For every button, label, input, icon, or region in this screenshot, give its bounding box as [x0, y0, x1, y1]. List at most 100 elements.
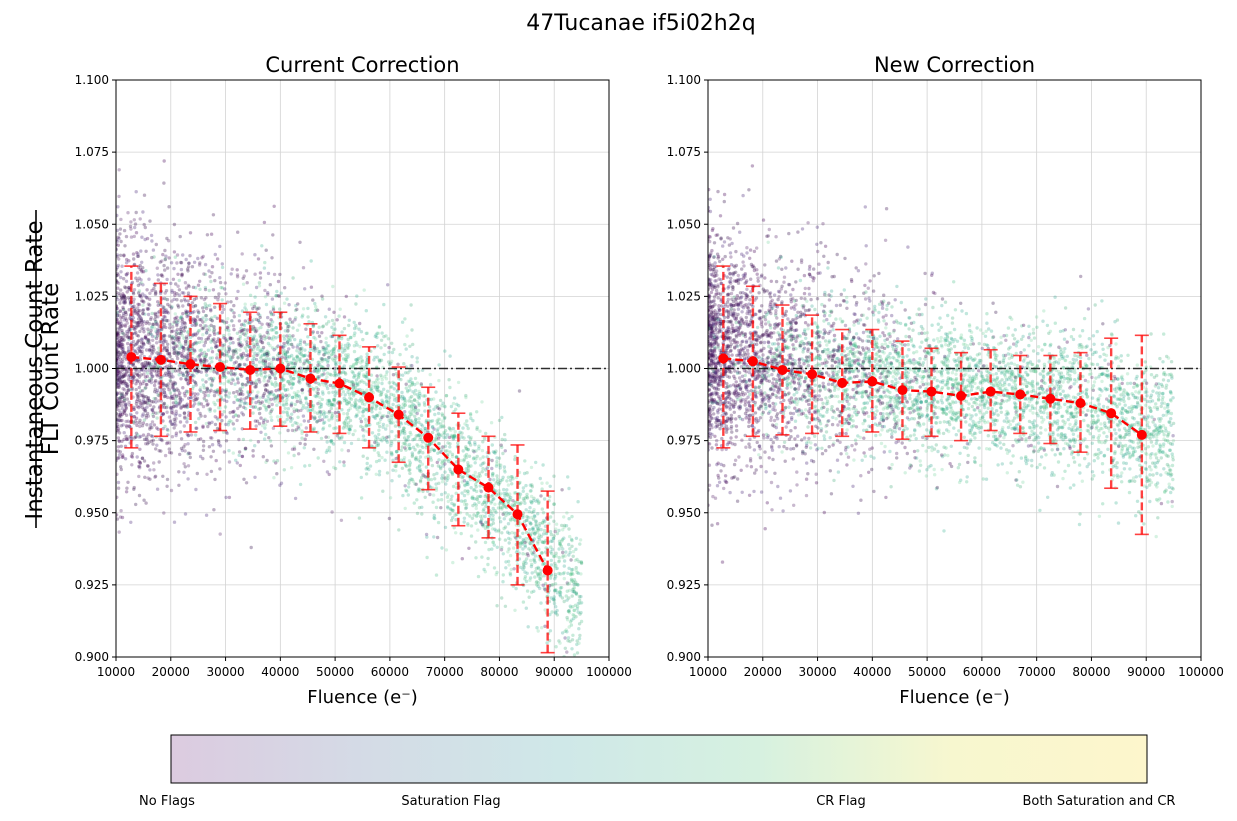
scatter-point	[135, 400, 138, 403]
scatter-point	[332, 466, 335, 469]
scatter-point	[135, 190, 138, 193]
scatter-point	[329, 440, 332, 443]
scatter-point	[409, 303, 412, 306]
y-axis-label: Instantaneous Count Rate FLT Count Rate	[22, 210, 64, 528]
scatter-point	[298, 381, 301, 384]
scatter-point	[168, 441, 171, 444]
scatter-point	[346, 415, 349, 418]
scatter-point	[382, 423, 385, 426]
scatter-point	[156, 273, 159, 276]
scatter-point	[514, 501, 517, 504]
scatter-point	[528, 579, 531, 582]
scatter-point	[429, 383, 432, 386]
scatter-point	[115, 370, 118, 373]
scatter-point	[212, 329, 215, 332]
scatter-point	[129, 220, 132, 223]
scatter-point	[275, 472, 278, 475]
scatter-point	[202, 272, 205, 275]
scatter-point	[123, 244, 126, 247]
scatter-point	[483, 501, 486, 504]
scatter-point	[366, 462, 369, 465]
scatter-point	[253, 318, 256, 321]
scatter-point	[272, 427, 275, 430]
scatter-point	[321, 346, 324, 349]
scatter-point	[531, 485, 534, 488]
scatter-point	[343, 364, 346, 367]
scatter-point	[148, 303, 151, 306]
scatter-point	[472, 449, 475, 452]
scatter-point	[307, 361, 310, 364]
scatter-point	[258, 281, 261, 284]
scatter-point	[173, 393, 176, 396]
scatter-point	[452, 427, 455, 430]
scatter-point	[468, 514, 471, 517]
scatter-point	[129, 227, 132, 230]
scatter-point	[318, 406, 321, 409]
scatter-point	[286, 429, 289, 432]
scatter-point	[318, 326, 321, 329]
scatter-point	[151, 420, 154, 423]
scatter-point	[234, 395, 237, 398]
scatter-point	[138, 494, 141, 497]
scatter-point	[122, 374, 125, 377]
scatter-point	[137, 475, 140, 478]
scatter-point	[388, 381, 391, 384]
scatter-point	[464, 396, 467, 399]
scatter-point	[240, 374, 243, 377]
scatter-point	[215, 344, 218, 347]
scatter-point	[570, 623, 573, 626]
scatter-point	[430, 458, 433, 461]
scatter-point	[141, 346, 144, 349]
scatter-point	[270, 256, 273, 259]
scatter-point	[575, 569, 578, 572]
scatter-point	[259, 372, 262, 375]
scatter-point	[364, 421, 367, 424]
scatter-point	[148, 322, 151, 325]
scatter-point	[190, 433, 193, 436]
scatter-point	[174, 338, 177, 341]
scatter-point	[258, 402, 261, 405]
scatter-point	[523, 577, 526, 580]
scatter-point	[539, 477, 542, 480]
scatter-point	[401, 321, 404, 324]
scatter-point	[477, 501, 480, 504]
scatter-point	[440, 498, 443, 501]
scatter-point	[119, 227, 122, 230]
scatter-point	[500, 546, 503, 549]
scatter-point	[265, 406, 268, 409]
scatter-point	[273, 273, 276, 276]
scatter-point	[308, 408, 311, 411]
scatter-point	[513, 491, 516, 494]
scatter-point	[134, 222, 137, 225]
scatter-point	[138, 399, 141, 402]
scatter-point	[328, 449, 331, 452]
scatter-point	[153, 380, 156, 383]
scatter-point	[378, 411, 381, 414]
scatter-point	[274, 331, 277, 334]
scatter-point	[238, 405, 241, 408]
scatter-point	[357, 410, 360, 413]
scatter-point	[305, 434, 308, 437]
scatter-point	[537, 566, 540, 569]
scatter-point	[391, 469, 394, 472]
scatter-point	[403, 399, 406, 402]
scatter-point	[305, 343, 308, 346]
scatter-point	[222, 334, 225, 337]
scatter-point	[257, 440, 260, 443]
scatter-point	[196, 257, 199, 260]
scatter-point	[528, 596, 531, 599]
scatter-point	[327, 411, 330, 414]
scatter-point	[387, 337, 390, 340]
scatter-point	[272, 358, 275, 361]
scatter-point	[444, 491, 447, 494]
scatter-point	[286, 323, 289, 326]
scatter-point	[567, 487, 570, 490]
scatter-point	[165, 411, 168, 414]
scatter-point	[208, 377, 211, 380]
scatter-point	[540, 626, 543, 629]
scatter-point	[415, 456, 418, 459]
scatter-point	[191, 265, 194, 268]
scatter-point	[184, 465, 187, 468]
scatter-point	[488, 478, 491, 481]
scatter-point	[226, 432, 229, 435]
